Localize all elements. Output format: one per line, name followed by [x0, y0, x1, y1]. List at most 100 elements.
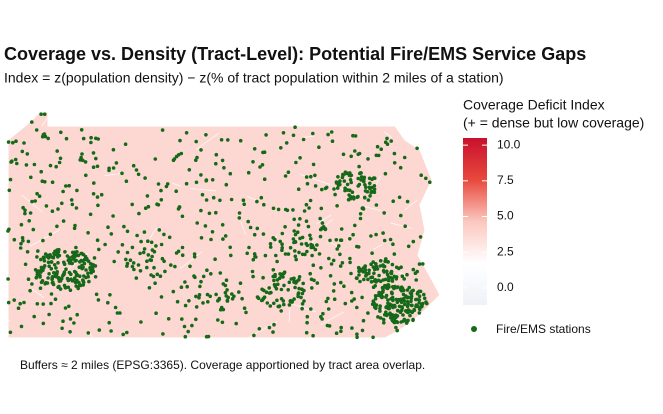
station	[36, 302, 40, 306]
station	[292, 134, 296, 138]
station	[86, 231, 90, 235]
station	[69, 317, 73, 321]
station	[362, 319, 366, 323]
station	[67, 184, 71, 188]
station	[369, 234, 373, 238]
station	[311, 334, 315, 338]
station	[308, 234, 312, 238]
station	[80, 128, 84, 132]
station	[378, 309, 382, 313]
station	[293, 125, 297, 129]
station	[78, 265, 82, 269]
station	[340, 238, 344, 242]
station	[303, 209, 307, 213]
station	[165, 185, 169, 189]
station	[369, 262, 373, 266]
station	[260, 299, 264, 303]
station	[395, 266, 399, 270]
station	[391, 306, 395, 310]
station	[20, 223, 24, 227]
station	[25, 163, 29, 167]
station	[368, 177, 372, 181]
station	[335, 331, 339, 335]
station	[206, 293, 210, 297]
station	[272, 207, 276, 211]
station	[294, 240, 298, 244]
station	[221, 223, 225, 227]
station	[353, 149, 357, 153]
station	[6, 277, 10, 281]
station	[139, 320, 143, 324]
station	[297, 278, 301, 282]
station	[111, 214, 115, 218]
station	[335, 204, 339, 208]
station	[56, 207, 60, 211]
station	[181, 246, 185, 250]
station	[48, 253, 52, 257]
station	[289, 246, 293, 250]
station	[251, 160, 255, 164]
station	[251, 270, 255, 274]
station	[107, 167, 111, 171]
station	[292, 277, 296, 281]
station	[347, 198, 351, 202]
station	[319, 235, 323, 239]
station	[96, 165, 100, 169]
station	[356, 153, 360, 157]
station	[158, 228, 162, 232]
station	[161, 332, 165, 336]
station	[226, 138, 230, 142]
station	[57, 285, 61, 289]
station	[385, 305, 389, 309]
station	[300, 242, 304, 246]
station	[363, 176, 367, 180]
station	[194, 158, 198, 162]
station	[422, 293, 426, 297]
station	[230, 292, 234, 296]
station	[258, 327, 262, 331]
station	[327, 307, 331, 311]
station	[181, 253, 185, 257]
station	[388, 311, 392, 315]
station	[14, 139, 18, 143]
station	[199, 173, 203, 177]
station	[339, 326, 343, 330]
station	[137, 263, 141, 267]
station	[412, 240, 416, 244]
station	[366, 311, 370, 315]
station	[226, 299, 230, 303]
station	[414, 271, 418, 275]
station	[97, 298, 101, 302]
station	[355, 332, 359, 336]
station	[220, 138, 224, 142]
station	[399, 166, 403, 170]
station	[194, 140, 198, 144]
station	[132, 164, 136, 168]
station	[258, 165, 262, 169]
station	[12, 298, 16, 302]
station	[81, 265, 85, 269]
station	[282, 303, 286, 307]
station	[395, 329, 399, 333]
station	[331, 139, 335, 143]
station	[153, 281, 157, 285]
station	[156, 273, 160, 277]
station	[33, 163, 37, 167]
station	[418, 262, 422, 266]
station	[23, 208, 27, 212]
station	[383, 284, 387, 288]
station	[229, 172, 233, 176]
station	[51, 180, 55, 184]
station	[58, 279, 62, 283]
station	[135, 168, 139, 172]
station	[239, 281, 243, 285]
station	[63, 262, 67, 266]
station	[17, 306, 21, 310]
station	[357, 273, 361, 277]
station	[240, 297, 244, 301]
station	[288, 281, 292, 285]
station	[253, 233, 257, 237]
station	[326, 133, 330, 137]
station	[218, 199, 222, 203]
station	[389, 139, 393, 143]
